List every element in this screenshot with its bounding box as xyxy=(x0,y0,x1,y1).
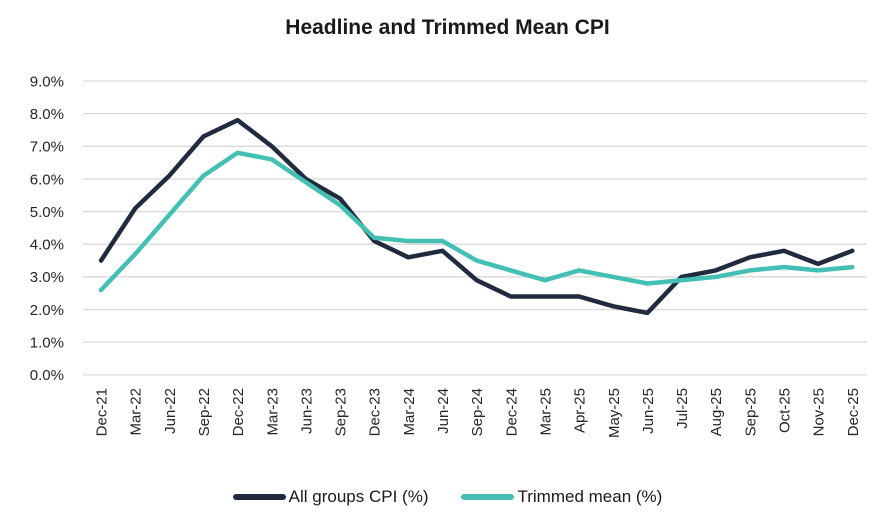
svg-text:2.0%: 2.0% xyxy=(30,302,64,319)
headline-cpi-line xyxy=(98,117,855,316)
svg-text:Jul-25: Jul-25 xyxy=(674,388,691,429)
all-groups-cpi-line-swatch xyxy=(232,494,286,500)
svg-text:Mar-24: Mar-24 xyxy=(401,388,418,436)
svg-text:Dec-23: Dec-23 xyxy=(367,388,384,436)
legend-item-trimmed-mean: Trimmed mean (%) xyxy=(461,487,662,507)
chart-title: Headline and Trimmed Mean CPI xyxy=(285,16,610,39)
y-axis-labels: 9.0% 8.0% 7.0% 6.0% 5.0% 4.0% 3.0% 2.0% 1.0% 0.0% xyxy=(30,73,64,384)
svg-text:Sep-25: Sep-25 xyxy=(742,388,759,436)
chart-legend: All groups CPI (%) Trimmed mean (%) xyxy=(0,487,895,507)
svg-text:Aug-25: Aug-25 xyxy=(708,388,725,436)
svg-text:Mar-25: Mar-25 xyxy=(537,388,554,436)
svg-text:Mar-22: Mar-22 xyxy=(128,388,145,436)
svg-text:0.0%: 0.0% xyxy=(30,367,64,384)
series-lines xyxy=(98,117,855,316)
svg-text:5.0%: 5.0% xyxy=(30,204,64,221)
svg-text:6.0%: 6.0% xyxy=(30,171,64,188)
svg-text:Sep-24: Sep-24 xyxy=(469,388,486,436)
svg-text:Jun-25: Jun-25 xyxy=(640,388,657,434)
svg-text:Dec-24: Dec-24 xyxy=(503,388,520,436)
legend-label-all-groups-cpi: All groups CPI (%) xyxy=(288,487,429,506)
chart-svg: 9.0% 8.0% 7.0% 6.0% 5.0% 4.0% 3.0% 2.0% 1.0% 0.0%… xyxy=(30,73,867,438)
svg-text:7.0%: 7.0% xyxy=(30,139,64,156)
x-axis-labels: Dec-21 Mar-22 Jun-22 Sep-22 Dec-22 Mar-23 Jun-… xyxy=(94,388,862,438)
svg-text:4.0%: 4.0% xyxy=(30,237,64,254)
svg-text:Mar-23: Mar-23 xyxy=(264,388,281,436)
trimmed-mean-line-swatch xyxy=(461,494,515,500)
svg-text:Dec-22: Dec-22 xyxy=(230,388,247,436)
gridlines xyxy=(83,80,867,376)
svg-text:Oct-25: Oct-25 xyxy=(777,388,794,433)
legend-item-all-groups-cpi: All groups CPI (%) xyxy=(232,487,429,507)
svg-text:Jun-23: Jun-23 xyxy=(298,388,315,434)
svg-text:Jun-24: Jun-24 xyxy=(435,388,452,434)
svg-text:Dec-21: Dec-21 xyxy=(94,388,111,436)
legend-label-trimmed-mean: Trimmed mean (%) xyxy=(517,487,663,506)
svg-text:Sep-22: Sep-22 xyxy=(196,388,213,436)
svg-text:8.0%: 8.0% xyxy=(30,106,64,123)
svg-text:1.0%: 1.0% xyxy=(30,335,64,352)
svg-text:9.0%: 9.0% xyxy=(30,73,64,90)
svg-text:Apr-25: Apr-25 xyxy=(572,388,589,433)
svg-text:3.0%: 3.0% xyxy=(30,269,64,286)
svg-text:Dec-25: Dec-25 xyxy=(845,388,862,436)
svg-text:May-25: May-25 xyxy=(606,388,623,438)
svg-text:Sep-23: Sep-23 xyxy=(333,388,350,436)
svg-text:Nov-25: Nov-25 xyxy=(811,388,828,436)
trimmed-mean-line xyxy=(98,150,855,293)
svg-text:Jun-22: Jun-22 xyxy=(162,388,179,434)
